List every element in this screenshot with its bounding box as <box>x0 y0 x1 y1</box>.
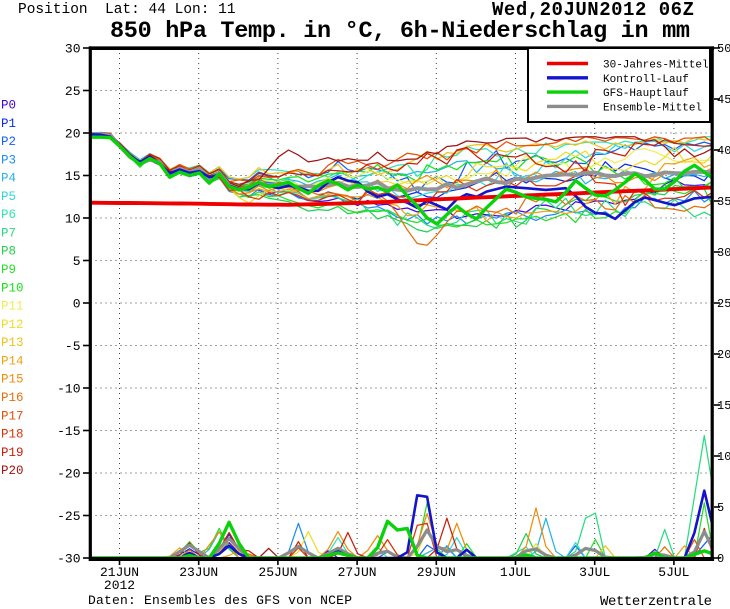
svg-text:-25: -25 <box>57 509 80 524</box>
svg-text:P11: P11 <box>1 300 24 314</box>
svg-text:23JUN: 23JUN <box>179 565 218 580</box>
svg-text:P3: P3 <box>1 153 16 167</box>
svg-text:P1: P1 <box>1 117 16 131</box>
svg-text:45: 45 <box>717 93 730 107</box>
svg-text:P4: P4 <box>1 172 16 186</box>
svg-text:21JUN: 21JUN <box>100 565 139 580</box>
svg-text:5JUL: 5JUL <box>658 565 689 580</box>
svg-text:Daten: Ensembles des GFS von N: Daten: Ensembles des GFS von NCEP <box>88 593 352 608</box>
svg-text:P17: P17 <box>1 409 24 423</box>
svg-text:GFS-Hauptlauf: GFS-Hauptlauf <box>603 88 689 100</box>
svg-text:30-Jahres-Mittel: 30-Jahres-Mittel <box>603 60 709 72</box>
svg-text:-5: -5 <box>65 339 81 354</box>
svg-text:15: 15 <box>65 169 81 184</box>
svg-text:Position: Position <box>18 2 88 18</box>
svg-text:30: 30 <box>717 246 730 260</box>
svg-text:P18: P18 <box>1 428 24 442</box>
svg-text:P9: P9 <box>1 263 16 277</box>
svg-text:5: 5 <box>717 501 724 515</box>
svg-text:25: 25 <box>65 84 81 99</box>
svg-text:P15: P15 <box>1 373 24 387</box>
svg-text:10: 10 <box>65 212 81 227</box>
svg-text:Lat: 44 Lon: 11: Lat: 44 Lon: 11 <box>105 2 236 18</box>
svg-text:P13: P13 <box>1 336 24 350</box>
svg-text:-15: -15 <box>57 424 80 439</box>
svg-text:25: 25 <box>717 297 730 311</box>
svg-text:0: 0 <box>73 297 81 312</box>
svg-text:0: 0 <box>717 552 724 566</box>
svg-text:P5: P5 <box>1 190 16 204</box>
svg-text:P12: P12 <box>1 318 24 332</box>
svg-text:1JUL: 1JUL <box>500 565 531 580</box>
svg-text:35: 35 <box>717 195 730 209</box>
svg-text:Ensemble-Mittel: Ensemble-Mittel <box>603 102 702 114</box>
svg-text:27JUN: 27JUN <box>338 565 377 580</box>
svg-text:P8: P8 <box>1 245 16 259</box>
svg-text:2012: 2012 <box>104 578 135 593</box>
svg-text:P2: P2 <box>1 135 16 149</box>
svg-text:15: 15 <box>717 399 730 413</box>
svg-text:-30: -30 <box>57 552 80 567</box>
svg-text:Wed,20JUN2012 06Z: Wed,20JUN2012 06Z <box>492 0 694 21</box>
svg-text:P10: P10 <box>1 281 24 295</box>
svg-text:20: 20 <box>65 127 81 142</box>
svg-text:20: 20 <box>717 348 730 362</box>
svg-text:50: 50 <box>717 42 730 56</box>
svg-text:P19: P19 <box>1 446 24 460</box>
svg-text:Kontroll-Lauf: Kontroll-Lauf <box>603 74 689 86</box>
svg-text:P6: P6 <box>1 208 16 222</box>
svg-text:Wetterzentrale: Wetterzentrale <box>600 594 712 609</box>
svg-text:P14: P14 <box>1 354 24 368</box>
svg-text:3JUL: 3JUL <box>579 565 610 580</box>
svg-text:10: 10 <box>717 450 730 464</box>
svg-text:P7: P7 <box>1 227 16 241</box>
svg-text:5: 5 <box>73 254 81 269</box>
svg-text:25JUN: 25JUN <box>258 565 297 580</box>
svg-text:29JUN: 29JUN <box>417 565 456 580</box>
svg-text:P0: P0 <box>1 99 16 113</box>
svg-text:-10: -10 <box>57 382 80 397</box>
svg-text:-20: -20 <box>57 467 80 482</box>
svg-text:P16: P16 <box>1 391 24 405</box>
svg-text:40: 40 <box>717 144 730 158</box>
svg-text:30: 30 <box>65 42 81 57</box>
svg-text:P20: P20 <box>1 464 24 478</box>
svg-text:850 hPa Temp. in °C, 6h-Nieder: 850 hPa Temp. in °C, 6h-Niederschlag in … <box>110 18 690 45</box>
